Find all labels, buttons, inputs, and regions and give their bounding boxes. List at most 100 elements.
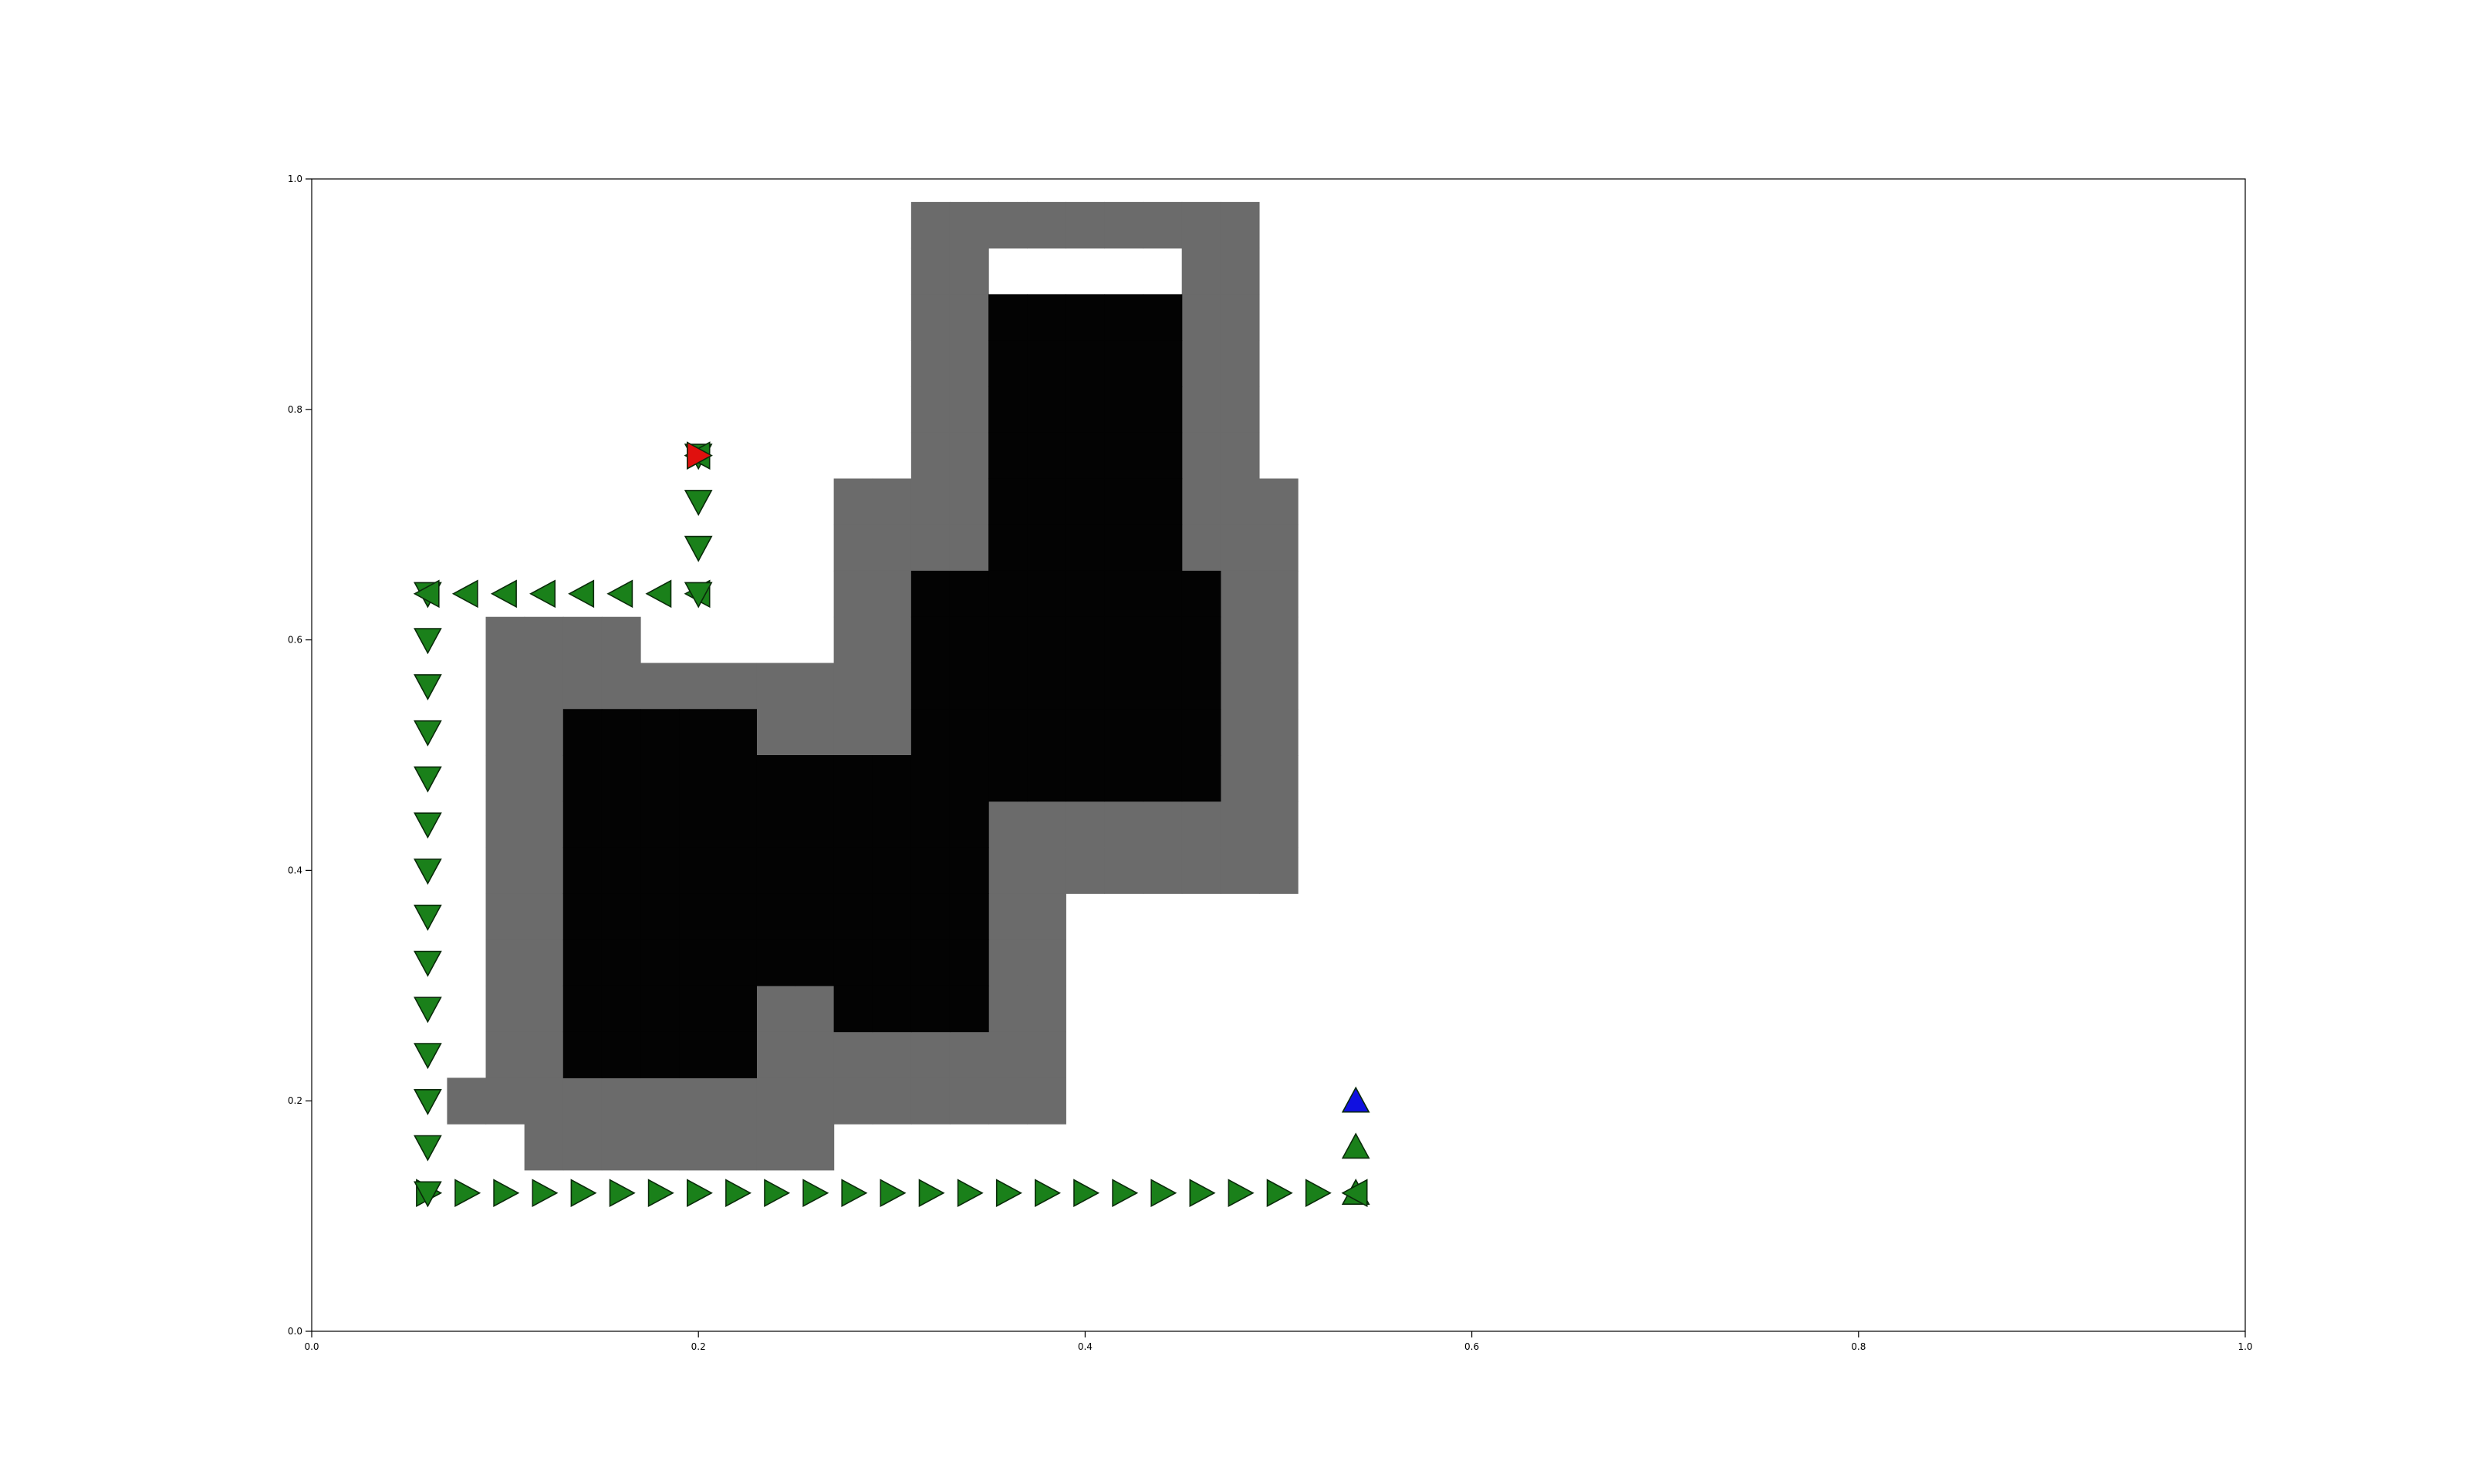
inflated-obstacle-cell xyxy=(988,985,1028,1033)
inflated-obstacle-cell xyxy=(988,893,1028,940)
obstacle-cell xyxy=(1104,570,1144,618)
obstacle-cell xyxy=(679,893,718,940)
obstacle-cell xyxy=(601,939,641,987)
inflated-obstacle-cell xyxy=(1066,801,1106,848)
obstacle-cell xyxy=(910,985,951,1033)
inflated-obstacle-cell xyxy=(910,386,951,433)
inflated-obstacle-cell xyxy=(949,432,989,480)
obstacle-cell xyxy=(1066,524,1106,572)
obstacle-cell xyxy=(1143,340,1183,387)
inflated-obstacle-cell xyxy=(872,1031,912,1078)
obstacle-cell xyxy=(988,386,1028,433)
inflated-obstacle-cell xyxy=(1027,201,1066,249)
inflated-obstacle-cell xyxy=(524,939,564,987)
inflated-obstacle-cell xyxy=(795,663,835,710)
obstacle-cell xyxy=(910,755,951,802)
inflated-obstacle-cell xyxy=(1220,709,1260,756)
inflated-obstacle-cell xyxy=(988,939,1028,987)
inflated-obstacle-cell xyxy=(679,1078,718,1125)
inflated-obstacle-cell xyxy=(485,847,525,894)
inflated-obstacle-cell xyxy=(485,616,525,664)
obstacle-cell xyxy=(1143,524,1183,572)
inflated-obstacle-cell xyxy=(1220,663,1260,710)
obstacle-cell xyxy=(795,939,835,987)
inflated-obstacle-cell xyxy=(756,1124,796,1171)
start-marker xyxy=(1341,1086,1370,1113)
obstacle-cell xyxy=(601,1031,641,1078)
inflated-obstacle-cell xyxy=(910,1031,951,1078)
x-tick-label: 0.4 xyxy=(1078,1341,1093,1352)
obstacle-cell xyxy=(679,847,718,894)
obstacle-cell xyxy=(1104,386,1144,433)
inflated-obstacle-cell xyxy=(1181,340,1221,387)
path-marker xyxy=(414,1043,442,1070)
obstacle-cell xyxy=(872,939,912,987)
inflated-obstacle-cell xyxy=(1104,201,1144,249)
inflated-obstacle-cell xyxy=(795,1078,835,1125)
inflated-obstacle-cell xyxy=(795,985,835,1033)
path-marker xyxy=(1189,1179,1216,1208)
obstacle-cell xyxy=(640,709,680,756)
path-marker xyxy=(609,1179,636,1208)
inflated-obstacle-cell xyxy=(872,616,912,664)
path-marker xyxy=(802,1179,829,1208)
obstacle-cell xyxy=(1066,570,1106,618)
path-marker xyxy=(1150,1179,1177,1208)
path-marker xyxy=(645,579,672,609)
inflated-obstacle-cell xyxy=(988,1078,1028,1125)
inflated-obstacle-cell xyxy=(562,1124,603,1171)
obstacle-cell xyxy=(718,939,757,987)
inflated-obstacle-cell xyxy=(1027,939,1066,987)
obstacle-cell xyxy=(562,755,603,802)
obstacle-cell xyxy=(988,570,1028,618)
obstacle-cell xyxy=(1066,755,1106,802)
path-marker xyxy=(995,1179,1022,1208)
inflated-obstacle-cell xyxy=(718,1078,757,1125)
inflated-obstacle-cell xyxy=(447,1078,487,1125)
obstacle-cell xyxy=(1181,570,1221,618)
inflated-obstacle-cell xyxy=(524,1078,564,1125)
inflated-obstacle-cell xyxy=(872,1078,912,1125)
path-marker xyxy=(414,1089,442,1115)
obstacle-cell xyxy=(1181,755,1221,802)
path-marker xyxy=(414,1181,442,1208)
inflated-obstacle-cell xyxy=(485,1078,525,1125)
x-tick-label: 0.0 xyxy=(304,1341,319,1352)
inflated-obstacle-cell xyxy=(949,1031,989,1078)
obstacle-cell xyxy=(1027,709,1066,756)
obstacle-cell xyxy=(988,663,1028,710)
path-marker xyxy=(414,997,442,1024)
obstacle-cell xyxy=(1104,340,1144,387)
obstacle-cell xyxy=(679,1031,718,1078)
inflated-obstacle-cell xyxy=(795,1124,835,1171)
obstacle-cell xyxy=(1104,709,1144,756)
inflated-obstacle-cell xyxy=(756,985,796,1033)
obstacle-cell xyxy=(872,801,912,848)
y-tick-label: 0.8 xyxy=(288,404,302,415)
path-marker xyxy=(414,904,442,931)
inflated-obstacle-cell xyxy=(485,985,525,1033)
inflated-obstacle-cell xyxy=(1027,985,1066,1033)
inflated-obstacle-cell xyxy=(1258,709,1299,756)
x-tick-label: 0.6 xyxy=(1464,1341,1479,1352)
path-marker xyxy=(918,1179,945,1208)
inflated-obstacle-cell xyxy=(910,432,951,480)
obstacle-cell xyxy=(601,893,641,940)
obstacle-cell xyxy=(1027,478,1066,525)
obstacle-cell xyxy=(562,709,603,756)
obstacle-cell xyxy=(756,801,796,848)
y-tick-label: 0.0 xyxy=(288,1326,302,1337)
inflated-obstacle-cell xyxy=(1220,524,1260,572)
inflated-obstacle-cell xyxy=(485,939,525,987)
obstacle-cell xyxy=(640,985,680,1033)
inflated-obstacle-cell xyxy=(524,847,564,894)
inflated-obstacle-cell xyxy=(949,248,989,295)
inflated-obstacle-cell xyxy=(910,340,951,387)
path-marker xyxy=(647,1179,674,1208)
obstacle-cell xyxy=(1066,340,1106,387)
obstacle-cell xyxy=(679,755,718,802)
inflated-obstacle-cell xyxy=(718,663,757,710)
inflated-obstacle-cell xyxy=(679,1124,718,1171)
inflated-obstacle-cell xyxy=(601,1078,641,1125)
obstacle-cell xyxy=(795,893,835,940)
